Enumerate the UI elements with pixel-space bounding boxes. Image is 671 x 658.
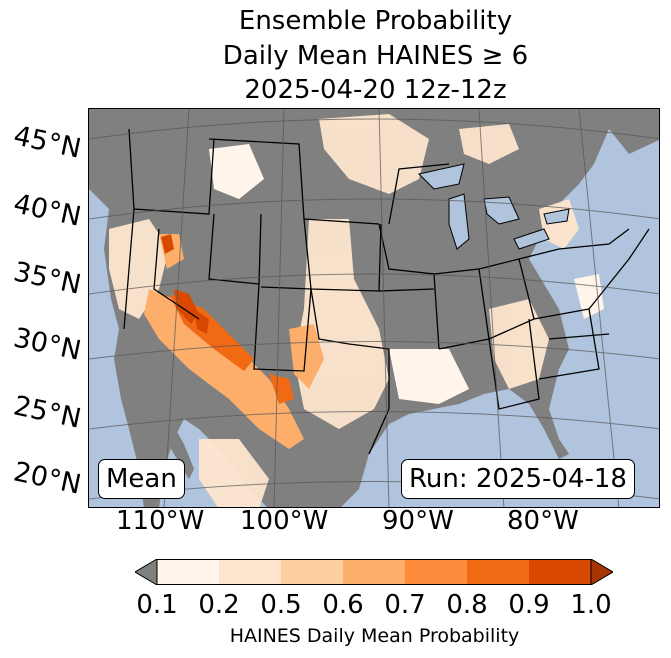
colorbar-over-arrow [590,559,613,585]
colorbar-tick-0-9: 0.9 [508,590,550,620]
lat-label-40: 40°N [10,188,84,233]
colorbar [135,559,613,585]
lat-label-20: 20°N [10,456,84,501]
colorbar-label: HAINES Daily Mean Probability [229,625,520,647]
colorbar-tick-0-6: 0.6 [322,590,364,620]
baja-land [129,349,194,479]
graticule [89,109,659,507]
lon-label-80: 80°W [507,506,579,536]
run-date-label: Run: 2025-04-18 [401,459,635,499]
map-canvas [89,109,659,507]
lon-label-110: 110°W [116,506,205,536]
colorbar-bin-4 [343,559,405,585]
colorbar-tick-0-2: 0.2 [198,590,240,620]
lon-label-100: 100°W [240,506,329,536]
lat-label-25: 25°N [10,390,84,435]
colorbar-tick-0-8: 0.8 [446,590,488,620]
lat-label-35: 35°N [10,256,84,301]
land-mass [89,109,659,507]
colorbar-tick-0-5: 0.5 [260,590,302,620]
colorbar-bin-1 [157,559,219,585]
very-low-probability-zones [209,144,604,404]
colorbar-bin-6 [467,559,529,585]
colorbar-tick-0-1: 0.1 [136,590,178,620]
title-line-3: 2025-04-20 12z-12z [244,75,507,105]
colorbar-bin-3 [281,559,343,585]
lon-label-90: 90°W [382,506,454,536]
statistic-label: Mean [98,459,185,499]
state-borders [123,128,650,455]
colorbar-bin-2 [219,559,281,585]
colorbar-bin-5 [405,559,467,585]
colorbar-bin-7 [529,559,591,585]
colorbar-tick-0-7: 0.7 [384,590,426,620]
title-line-1: Ensemble Probability [238,6,513,36]
colorbar-tick-1-0: 1.0 [570,590,612,620]
lat-label-30: 30°N [10,322,84,367]
lat-label-45: 45°N [10,120,84,165]
probability-map [88,108,660,508]
colorbar-outline [156,559,592,585]
great-lakes [418,163,570,250]
colorbar-under-arrow [135,559,158,585]
title-line-2: Daily Mean HAINES ≥ 6 [222,41,529,71]
